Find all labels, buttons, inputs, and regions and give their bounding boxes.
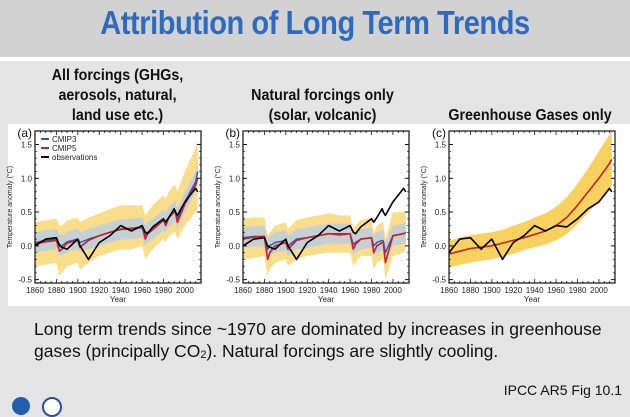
- caption-text: gases (principally CO: [34, 341, 201, 361]
- heading-line: All forcings (GHGs,: [51, 67, 184, 84]
- x-tick-label: 2000: [176, 286, 194, 295]
- panel-label: (a): [17, 126, 32, 140]
- y-tick-label: 1.5: [229, 141, 241, 150]
- cmip3-ensemble-range: [243, 222, 406, 263]
- noaa-logo-icon: [42, 397, 62, 417]
- chart-natural-forcings: (b) Temperature anomaly (°C) -0.5 0.0 0.5 1.0…: [214, 126, 410, 304]
- x-tick-label: 1960: [547, 286, 565, 295]
- panel-label: (b): [225, 126, 240, 140]
- cmip5-ensemble-range: [243, 210, 406, 280]
- caption: Long term trends since ~1970 are dominat…: [34, 318, 624, 366]
- x-tick-label: 1880: [48, 286, 66, 295]
- x-tick-label: 1900: [483, 286, 501, 295]
- legend-label: observations: [52, 153, 97, 162]
- x-axis-label: Year: [318, 295, 335, 304]
- x-tick-label: 1920: [504, 286, 522, 295]
- title-separator: [0, 57, 630, 61]
- x-tick-label: 1920: [298, 286, 316, 295]
- observations-line: [34, 187, 199, 261]
- x-tick-label: 1900: [69, 286, 87, 295]
- observations-line: [242, 187, 407, 261]
- caption-line-1: Long term trends since ~1970 are dominat…: [34, 319, 602, 339]
- heading-line: Natural forcings only: [251, 87, 394, 104]
- x-tick-label: 1860: [440, 286, 458, 295]
- cmip3-ensemble-range: [35, 161, 198, 256]
- y-tick-label: 0.0: [21, 242, 33, 251]
- y-tick-label: -0.5: [432, 276, 446, 285]
- cmip5-mean-line: [242, 231, 407, 264]
- y-tick-label: -0.5: [226, 276, 240, 285]
- x-tick-label: 1960: [341, 286, 359, 295]
- x-tick-label: 1980: [363, 286, 381, 295]
- x-tick-label: 1900: [277, 286, 295, 295]
- slide-title: Attribution of Long Term Trends: [100, 4, 530, 41]
- x-axis-label: Year: [110, 295, 127, 304]
- plot-frame: [448, 130, 616, 284]
- chart-ghg-only: (c) Temperature anomaly (°C) -0.5 0.0 0.5 1.0…: [420, 126, 616, 304]
- caption-line-2: gases (principally CO2). Natural forcing…: [34, 340, 624, 366]
- heading-line: land use etc.): [71, 107, 164, 124]
- heading-all-forcings: All forcings (GHGs, aerosols, natural, l…: [28, 66, 207, 126]
- y-tick-label: 0.0: [229, 242, 241, 251]
- cmip5-ensemble-range: [449, 131, 612, 268]
- x-axis-label: Year: [524, 295, 541, 304]
- observations-line: [448, 187, 613, 261]
- legend-label: CMIP5: [52, 144, 77, 153]
- heading-ghg-only: Greenhouse Gases only: [433, 106, 626, 126]
- x-tick-label: 1940: [112, 286, 130, 295]
- y-tick-label: 1.5: [435, 141, 447, 150]
- title-bar: [0, 0, 630, 57]
- y-tick-label: 1.0: [229, 174, 241, 183]
- x-tick-label: 2000: [384, 286, 402, 295]
- x-tick-label: 1860: [26, 286, 44, 295]
- y-axis-label: Temperature anomaly (°C): [6, 166, 14, 248]
- y-tick-label: 0.5: [229, 208, 241, 217]
- legend-label: CMIP3: [52, 135, 77, 144]
- chart-all-forcings: (a) Temperature anomaly (°C) -0.5 0.0 0.5 1.0…: [6, 126, 202, 304]
- heading-line: (solar, volcanic): [268, 107, 377, 124]
- heading-line: aerosols, natural,: [58, 87, 177, 104]
- caption-subscript: 2: [200, 349, 207, 361]
- y-tick-label: -0.5: [18, 276, 32, 285]
- x-tick-label: 1980: [569, 286, 587, 295]
- nasa-logo-icon: [12, 397, 30, 415]
- x-tick-label: 1880: [256, 286, 274, 295]
- x-tick-label: 1980: [155, 286, 173, 295]
- panel-label: (c): [432, 126, 446, 140]
- x-tick-label: 1920: [90, 286, 108, 295]
- x-tick-label: 1940: [320, 286, 338, 295]
- y-tick-label: 0.0: [435, 242, 447, 251]
- plot-frame: [242, 130, 410, 284]
- plot-frame: [34, 130, 202, 284]
- x-tick-label: 1880: [462, 286, 480, 295]
- y-tick-label: 1.0: [21, 174, 33, 183]
- source-citation: IPCC AR5 Fig 10.1: [503, 382, 622, 398]
- cmip5-mean-line: [448, 159, 613, 255]
- heading-natural-forcings: Natural forcings only (solar, volcanic): [233, 86, 412, 126]
- x-tick-label: 1860: [234, 286, 252, 295]
- x-tick-label: 2000: [590, 286, 608, 295]
- y-tick-label: 0.5: [21, 208, 33, 217]
- heading-line: Greenhouse Gases only: [448, 107, 612, 124]
- caption-text: ). Natural forcings are slightly cooling…: [206, 341, 499, 361]
- x-tick-label: 1960: [133, 286, 151, 295]
- y-axis-label: Temperature anomaly (°C): [420, 166, 428, 248]
- y-tick-label: 0.5: [435, 208, 447, 217]
- y-tick-label: 1.0: [435, 174, 447, 183]
- x-tick-label: 1940: [526, 286, 544, 295]
- y-axis-label: Temperature anomaly (°C): [214, 166, 222, 248]
- y-tick-label: 1.5: [21, 141, 33, 150]
